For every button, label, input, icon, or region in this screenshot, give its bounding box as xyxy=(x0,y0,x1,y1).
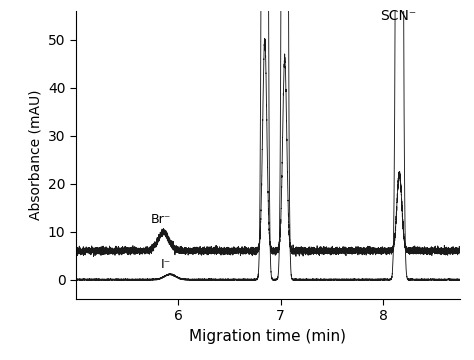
Text: I⁻: I⁻ xyxy=(161,258,171,271)
Y-axis label: Absorbance (mAU): Absorbance (mAU) xyxy=(28,90,42,220)
Text: SCN⁻: SCN⁻ xyxy=(380,9,416,23)
X-axis label: Migration time (min): Migration time (min) xyxy=(189,329,346,344)
Text: Br⁻: Br⁻ xyxy=(151,213,171,226)
